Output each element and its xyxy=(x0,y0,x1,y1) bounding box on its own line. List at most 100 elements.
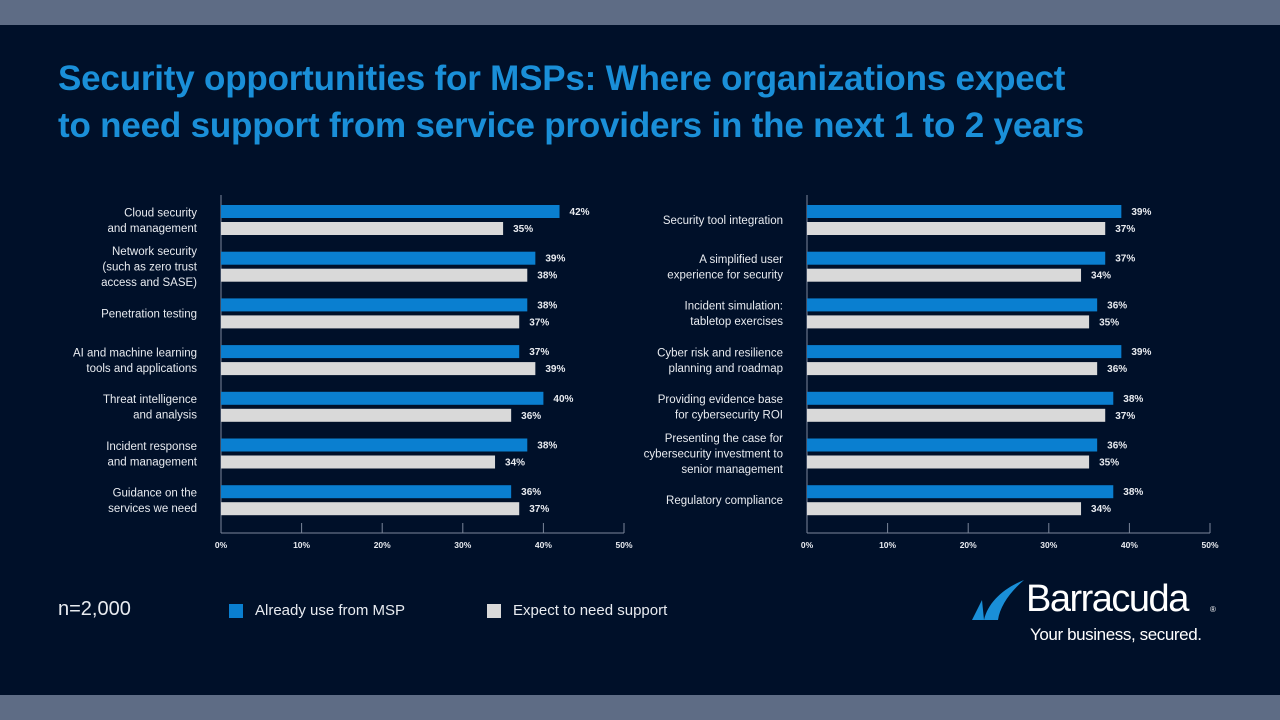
category-label-line: tabletop exercises xyxy=(690,316,783,328)
legend-swatch-already-use xyxy=(229,603,243,618)
bar-value-label: 38% xyxy=(537,300,557,311)
title-line-1: Security opportunities for MSPs: Where o… xyxy=(58,59,1066,98)
category-label: Incident response and management xyxy=(106,441,198,469)
x-tick-label: 20% xyxy=(960,540,977,550)
legend-label-expect: Expect to need support xyxy=(513,602,668,619)
bar-value-label: 36% xyxy=(1107,441,1127,452)
category-label-line: experience for security xyxy=(667,269,783,281)
category-label: Cyber risk and resilience planning and ro… xyxy=(657,347,783,375)
category-label-line: and analysis xyxy=(133,410,197,422)
bar-value-label: 37% xyxy=(529,504,549,515)
bar-value-label: 34% xyxy=(1091,504,1111,515)
bar-already-use xyxy=(807,485,1114,499)
bar-expect xyxy=(807,315,1090,329)
bar-value-label: 36% xyxy=(521,411,541,422)
bar-value-label: 39% xyxy=(545,254,565,265)
bar-expect xyxy=(221,268,528,282)
bar-expect xyxy=(807,408,1106,422)
category-label-line: and management xyxy=(107,223,197,235)
bar-already-use xyxy=(221,205,560,218)
bar-already-use xyxy=(221,251,536,265)
bar-value-label: 37% xyxy=(529,317,549,328)
category-label: Providing evidence base for cybersecurity… xyxy=(658,394,783,422)
bar-already-use xyxy=(221,485,512,499)
category-label-line: AI and machine learning xyxy=(73,347,197,359)
bar-value-label: 37% xyxy=(1115,224,1135,235)
bar-value-label: 36% xyxy=(521,487,541,498)
bar-value-label: 37% xyxy=(1115,254,1135,265)
x-tick-label: 50% xyxy=(1201,540,1218,550)
bar-value-label: 37% xyxy=(529,347,549,358)
bar-expect xyxy=(221,502,520,516)
bar-already-use xyxy=(221,438,528,452)
bar-value-label: 39% xyxy=(1131,207,1151,218)
brand-tagline: Your business, secured. xyxy=(1030,625,1202,644)
category-label-line: Threat intelligence xyxy=(103,394,197,406)
category-label-line: Cyber risk and resilience xyxy=(657,347,783,359)
legend-item-expect: Expect to need support xyxy=(487,602,667,619)
bar-expect xyxy=(221,222,504,235)
category-label-line: Cloud security xyxy=(124,207,197,219)
category-label-line: senior management xyxy=(681,464,783,476)
bar-already-use xyxy=(221,345,520,359)
category-label-line: Penetration testing xyxy=(101,308,197,320)
bar-expect xyxy=(221,455,496,469)
bar-expect xyxy=(221,315,520,329)
bar-value-label: 35% xyxy=(1099,458,1119,469)
sample-size: n=2,000 xyxy=(58,598,131,620)
category-label-line: tools and applications xyxy=(86,363,197,375)
bar-value-label: 40% xyxy=(553,394,573,405)
category-label-line: Incident response xyxy=(106,441,197,453)
bar-expect xyxy=(807,268,1082,282)
x-tick-label: 10% xyxy=(879,540,896,550)
bar-value-label: 39% xyxy=(1131,347,1151,358)
legend-swatch-expect xyxy=(487,603,501,618)
category-label-line: Network security xyxy=(112,246,197,258)
bar-already-use xyxy=(221,298,528,312)
bar-expect xyxy=(221,362,536,376)
bar-already-use xyxy=(807,345,1122,359)
bar-already-use xyxy=(807,391,1114,405)
bar-value-label: 38% xyxy=(1123,487,1143,498)
category-label-line: Incident simulation: xyxy=(685,301,783,313)
x-tick-label: 10% xyxy=(293,540,310,550)
category-label: Penetration testing xyxy=(101,308,197,320)
barracuda-fin-icon xyxy=(972,580,1024,620)
bar-value-label: 38% xyxy=(537,441,557,452)
category-label: Guidance on the services we need xyxy=(108,487,197,515)
registered-mark: ® xyxy=(1210,605,1216,614)
bar-already-use xyxy=(807,251,1106,265)
category-label-line: Providing evidence base xyxy=(658,394,783,406)
category-label-line: planning and roadmap xyxy=(669,363,783,375)
bar-value-label: 38% xyxy=(1123,394,1143,405)
category-label: Security tool integration xyxy=(663,215,783,227)
category-label-line: Regulatory compliance xyxy=(666,495,783,507)
category-label: Cloud security and management xyxy=(107,207,197,235)
category-label: Presenting the case for cybersecurity inv… xyxy=(644,433,784,476)
page-title: Security opportunities for MSPs: Where o… xyxy=(58,55,1238,149)
bar-expect xyxy=(807,362,1098,376)
brand-name: Barracuda xyxy=(1026,578,1189,620)
category-label: AI and machine learning tools and applica… xyxy=(73,347,197,375)
x-tick-label: 50% xyxy=(615,540,632,550)
bar-value-label: 36% xyxy=(1107,364,1127,375)
category-label: Network security (such as zero trust acces… xyxy=(101,246,198,289)
category-label: Threat intelligence and analysis xyxy=(103,394,197,422)
bar-value-label: 35% xyxy=(513,224,533,235)
x-tick-label: 40% xyxy=(535,540,552,550)
category-label-line: Guidance on the xyxy=(113,487,197,499)
legend-label-already-use: Already use from MSP xyxy=(255,602,406,619)
category-label: Regulatory compliance xyxy=(666,495,783,507)
bar-value-label: 35% xyxy=(1099,317,1119,328)
bar-value-label: 42% xyxy=(570,207,590,218)
bar-already-use xyxy=(807,205,1122,218)
bar-value-label: 34% xyxy=(505,458,525,469)
bar-expect xyxy=(807,455,1090,469)
category-label-line: and management xyxy=(107,456,197,468)
bar-already-use xyxy=(221,391,544,405)
barracuda-logo: Barracuda ® Your business, secured. xyxy=(970,575,1230,650)
bar-expect xyxy=(807,222,1106,235)
bar-value-label: 39% xyxy=(545,364,565,375)
bar-value-label: 34% xyxy=(1091,271,1111,282)
